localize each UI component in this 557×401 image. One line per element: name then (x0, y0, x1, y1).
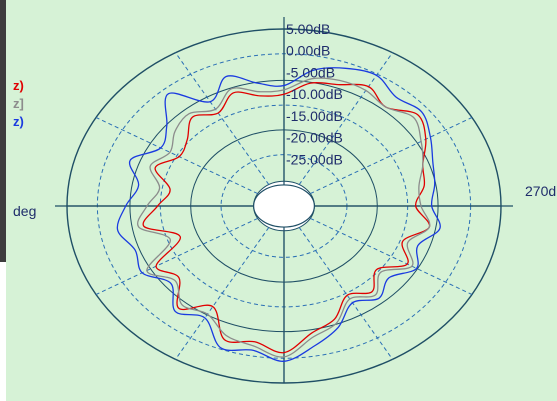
legend-entry: z) (13, 114, 24, 129)
legend-entry: z) (13, 78, 24, 93)
angle-label: 270d (525, 183, 556, 199)
radial-tick-label: 0.00dB (286, 43, 330, 59)
grid-spoke (175, 227, 270, 360)
grid-spoke (298, 52, 393, 185)
radial-tick-label: -10.00dB (286, 86, 343, 102)
center-hole (253, 184, 315, 228)
grid (55, 17, 513, 384)
legend-entry: z] (13, 96, 24, 111)
radial-tick-labels: 5.00dB 0.00dB -5.00dB -10.00dB -15.00dB -20.0… (286, 21, 343, 167)
grid-spoke (310, 117, 473, 195)
radial-tick-label: -5.00dB (286, 64, 335, 80)
radial-tick-label: -15.00dB (286, 108, 343, 124)
radial-tick-label: -20.00dB (286, 130, 343, 146)
side-panel-edge (0, 0, 6, 262)
angle-labels: 270d deg (13, 183, 556, 219)
radial-tick-label: 5.00dB (286, 21, 330, 37)
series-group (116, 67, 441, 362)
grid-spoke (298, 227, 393, 360)
radial-tick-label: -25.00dB (286, 151, 343, 167)
legend: z) z] z) (13, 78, 24, 129)
grid-spoke (175, 52, 270, 185)
series-line-2 (137, 77, 431, 358)
grid-spoke (95, 117, 258, 195)
series-line-1 (142, 81, 431, 354)
grid-spoke (310, 217, 473, 295)
angle-label: deg (13, 203, 36, 219)
grid-spoke (95, 217, 258, 295)
series-line-3 (116, 67, 441, 362)
